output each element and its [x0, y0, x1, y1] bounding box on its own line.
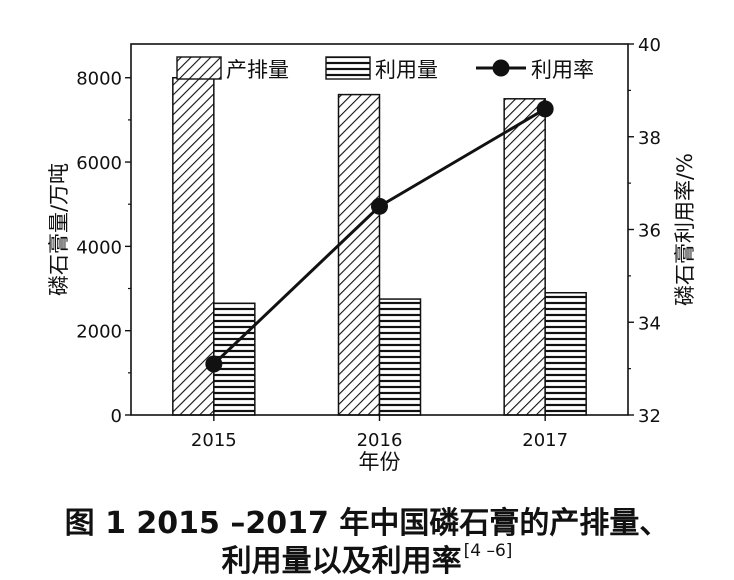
legend-label-discharge: 产排量: [226, 58, 289, 82]
bar-utilization-2016: [378, 298, 422, 416]
legend-label-utilization: 利用量: [375, 58, 438, 82]
legend-marker-rate: [492, 59, 510, 77]
bar-discharge-2016: [337, 93, 381, 416]
legend-swatch-utilization: [325, 56, 371, 80]
x-axis-tick-label: 2017: [522, 430, 568, 451]
rate-point-2016: [371, 197, 388, 215]
figure-caption-line2: 利用量以及利用率 [4 –6]: [0, 536, 734, 580]
x-axis-tick-label: 2015: [191, 430, 237, 451]
right-axis-title: 磷石膏利用率/%: [673, 153, 697, 306]
figure-caption-line1: 图 1 2015 –2017 年中国磷石膏的产排量、: [0, 498, 734, 542]
caption-line1-text: 图 1 2015 –2017 年中国磷石膏的产排量、: [64, 506, 670, 541]
left-axis-tick-label: 6000: [76, 153, 122, 174]
right-axis-tick-label: 34: [638, 313, 661, 334]
rate-point-2017: [536, 100, 554, 118]
bar-discharge-2017: [503, 98, 546, 416]
legend-label-rate: 利用率: [531, 58, 594, 82]
x-axis-title: 年份: [359, 450, 401, 474]
caption-line2-text: 利用量以及利用率: [221, 544, 462, 579]
right-axis-tick-label: 38: [638, 128, 661, 149]
left-axis-tick-label: 4000: [76, 237, 122, 258]
right-axis-tick-label: 32: [638, 406, 661, 427]
rate-point-2015: [205, 355, 223, 373]
caption-reference: [4 –6]: [463, 541, 513, 561]
x-axis-tick-label: 2016: [357, 430, 403, 451]
left-axis-tick-label: 2000: [76, 322, 122, 343]
left-axis-tick-label: 0: [111, 406, 122, 427]
legend-swatch-discharge: [176, 56, 222, 80]
bar-utilization-2017: [544, 291, 587, 416]
right-axis-tick-label: 36: [638, 221, 661, 242]
chart: 0 2000 4000 6000 8000 32 34 36 38 40 2015 2016 2017 年…: [47, 35, 697, 474]
left-axis-tick-label: 8000: [76, 69, 122, 90]
bar-discharge-2015: [172, 76, 215, 416]
left-axis-title: 磷石膏量/万吨: [47, 163, 71, 296]
right-axis-tick-label: 40: [638, 35, 661, 56]
